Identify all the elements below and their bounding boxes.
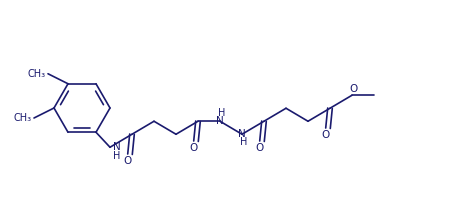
Text: O: O	[321, 130, 329, 140]
Text: N: N	[238, 129, 246, 139]
Text: H: H	[113, 151, 120, 161]
Text: H: H	[240, 137, 248, 147]
Text: O: O	[349, 84, 357, 94]
Text: N: N	[113, 142, 121, 152]
Text: N: N	[216, 116, 224, 126]
Text: O: O	[255, 143, 263, 153]
Text: CH₃: CH₃	[28, 69, 46, 79]
Text: O: O	[189, 143, 197, 153]
Text: O: O	[123, 156, 131, 166]
Text: CH₃: CH₃	[14, 113, 32, 123]
Text: H: H	[219, 108, 226, 118]
